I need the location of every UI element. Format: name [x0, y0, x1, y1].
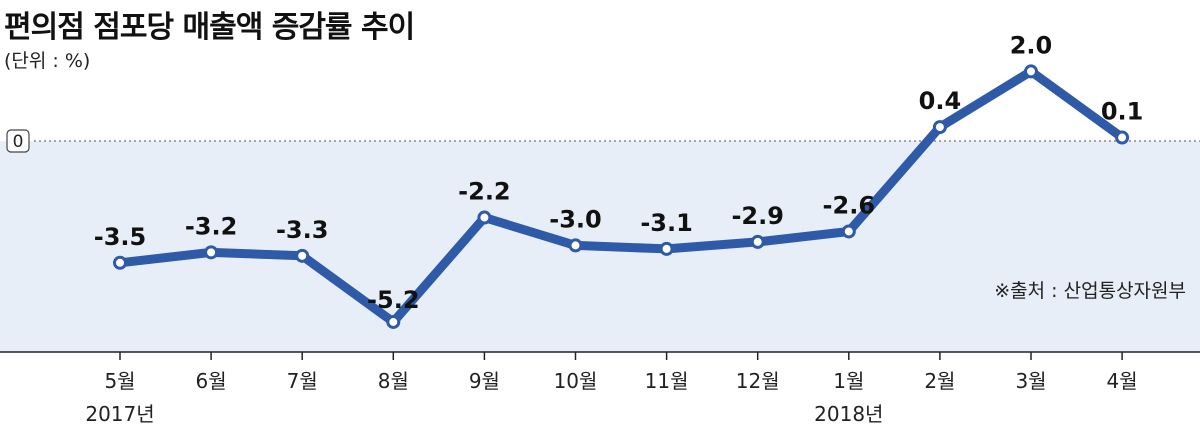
- data-point: [841, 224, 856, 239]
- data-label: -3.5: [94, 223, 146, 251]
- zero-label: 0: [6, 129, 30, 153]
- x-tick-label: 9월: [469, 369, 500, 393]
- data-label: -2.6: [823, 191, 875, 219]
- data-point: [113, 255, 127, 270]
- data-label: -3.2: [185, 212, 237, 240]
- x-tick-label: 7월: [287, 369, 318, 393]
- x-tick-label: 5월: [104, 369, 135, 393]
- x-tick-label: 12월: [736, 369, 780, 393]
- x-tick-label: 1월: [833, 369, 864, 393]
- data-label: 0.1: [1101, 98, 1144, 126]
- data-point: [204, 245, 219, 260]
- x-tick-label: 4월: [1107, 369, 1138, 393]
- data-label: 2.0: [1010, 31, 1053, 59]
- x-tick-label: 6월: [196, 369, 227, 393]
- data-label: -3.3: [276, 216, 328, 244]
- year-label: 2018년: [814, 402, 883, 426]
- data-point: [932, 120, 947, 135]
- data-label: -2.2: [458, 178, 510, 206]
- chart-title: 편의점 점포당 매출액 증감률 추이: [4, 10, 415, 45]
- data-point: [659, 241, 674, 256]
- x-tick-label: 10월: [554, 369, 598, 393]
- data-label: 0.4: [919, 87, 962, 115]
- series-line: [115, 66, 1127, 327]
- data-point: [1115, 130, 1130, 145]
- data-label: -5.2: [367, 286, 419, 314]
- data-point: [477, 210, 492, 225]
- zero-label-box: [6, 129, 30, 153]
- x-tick-label: 3월: [1015, 369, 1046, 393]
- x-tick-label: 11월: [645, 369, 689, 393]
- data-point: [1024, 64, 1038, 79]
- data-point: [386, 314, 401, 329]
- data-label: -3.0: [549, 205, 601, 233]
- data-point: [568, 238, 583, 253]
- zero-label-text: 0: [13, 132, 24, 152]
- data-label: -3.1: [640, 209, 692, 237]
- x-tick-label: 8월: [378, 369, 409, 393]
- year-label: 2017년: [85, 402, 154, 426]
- data-point: [750, 234, 765, 249]
- unit-label: (단위 : %): [4, 50, 91, 72]
- data-label: -2.9: [731, 202, 783, 230]
- source-note: ※출처 : 산업통상자원부: [994, 280, 1186, 302]
- data-point: [295, 248, 310, 263]
- x-tick-label: 2월: [924, 369, 955, 393]
